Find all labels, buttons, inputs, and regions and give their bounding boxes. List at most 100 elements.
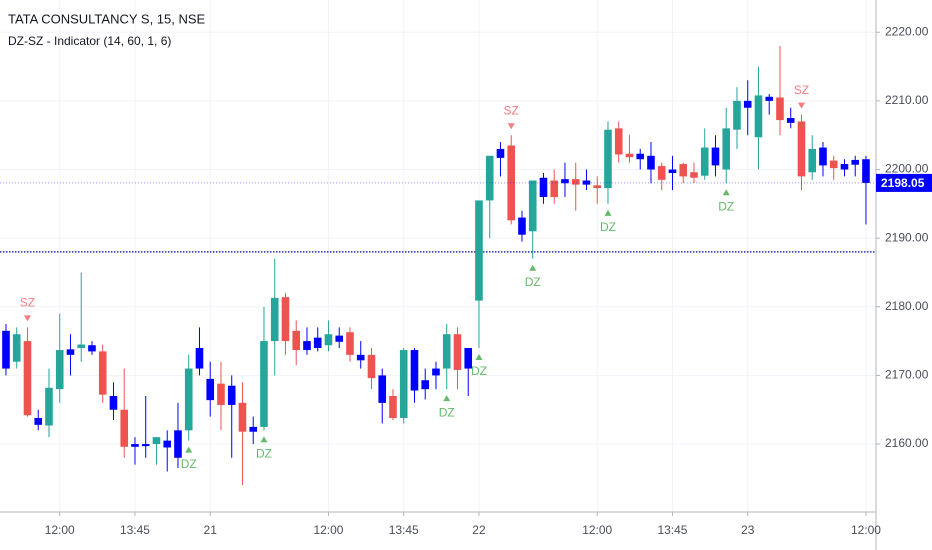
candle-body <box>163 440 172 448</box>
candle-body <box>23 341 32 416</box>
candle-body <box>98 351 107 395</box>
candle-body <box>356 354 365 361</box>
candle-body <box>776 97 784 121</box>
y-tick-label: 2200.00 <box>885 162 929 176</box>
candle-body <box>152 437 161 445</box>
candle-body <box>475 200 483 301</box>
candle-body <box>410 350 419 391</box>
candle-body <box>206 378 215 401</box>
candle-body <box>700 147 709 176</box>
candle-body <box>120 409 129 447</box>
candle-body <box>743 100 752 108</box>
candle-body <box>238 402 247 432</box>
candle-body <box>786 118 795 123</box>
candle-body <box>679 164 688 177</box>
x-tick-label: 12:00 <box>582 523 612 537</box>
y-tick-label: 2190.00 <box>885 230 929 244</box>
candle-body <box>227 385 236 405</box>
candle-body <box>464 347 473 369</box>
candle-body <box>313 337 322 348</box>
dz-label: DZ <box>471 364 487 378</box>
candle-body <box>292 330 301 351</box>
plot: SZ SZ SZ DZ DZ DZ DZ DZ DZ DZ <box>0 45 876 486</box>
candle-body <box>507 145 516 221</box>
dz-label: DZ <box>600 220 616 234</box>
candle-body <box>303 341 311 351</box>
candle-body <box>561 179 569 184</box>
candle-body <box>571 179 580 185</box>
dz-label: DZ <box>718 199 734 213</box>
candle-body <box>131 444 139 447</box>
candle-body <box>432 368 440 376</box>
y-tick-label: 2170.00 <box>885 368 929 382</box>
y-tick-label: 2220.00 <box>885 24 929 38</box>
x-tick-label: 12:00 <box>851 523 881 537</box>
candle-body <box>819 147 827 166</box>
candle-body <box>88 345 96 352</box>
candle-body <box>453 334 462 370</box>
dz-marker <box>260 436 268 443</box>
sz-label: SZ <box>20 296 35 310</box>
candle-body <box>765 96 774 101</box>
candle-body <box>647 155 655 170</box>
dz-marker <box>443 395 451 402</box>
x-tick-label: 23 <box>741 523 755 537</box>
indicator-name: DZ-SZ - Indicator (14, 60, 1, 6) <box>8 34 171 48</box>
candle-body <box>421 380 430 390</box>
sz-label: SZ <box>794 83 809 97</box>
candle-body <box>2 330 10 369</box>
last-price-box <box>876 173 932 192</box>
candle-body <box>12 334 21 362</box>
candle-body <box>346 332 354 355</box>
candle-body <box>367 354 376 379</box>
dz-label: DZ <box>439 405 455 419</box>
candle-body <box>335 335 344 342</box>
candle-body <box>550 180 559 197</box>
x-tick-label: 22 <box>472 523 486 537</box>
dz-marker <box>604 209 612 216</box>
candle-body <box>141 444 150 447</box>
sz-label: SZ <box>504 103 519 117</box>
sz-marker <box>507 123 515 130</box>
last-price-label: 2198.05 <box>881 176 925 190</box>
dz-marker <box>185 446 193 453</box>
candle-body <box>604 129 612 189</box>
candle-body <box>324 334 333 346</box>
candle-body <box>582 180 591 185</box>
candle-body <box>829 160 838 169</box>
candle-body <box>797 121 806 177</box>
candle-body <box>733 100 741 130</box>
dz-marker <box>722 189 730 196</box>
candle-body <box>389 396 397 418</box>
candle-body <box>485 155 494 201</box>
candle-body <box>45 387 53 426</box>
candle-body <box>66 349 75 355</box>
y-tick-label: 2180.00 <box>885 299 929 313</box>
candle-body <box>625 153 634 158</box>
candle-body <box>690 172 698 178</box>
dz-marker <box>529 264 537 271</box>
candle-body <box>862 159 870 183</box>
candle-body <box>722 128 731 170</box>
candle-body <box>840 164 849 170</box>
candle-body <box>34 417 43 425</box>
candle-body <box>281 297 290 342</box>
x-tick-label: 21 <box>204 523 218 537</box>
candle-body <box>593 185 602 189</box>
x-tick-label: 13:45 <box>389 523 419 537</box>
x-tick-label: 13:45 <box>120 523 150 537</box>
y-tick-label: 2210.00 <box>885 93 929 107</box>
dz-label: DZ <box>525 275 541 289</box>
y-tick-label: 2160.00 <box>885 436 929 450</box>
candle-body <box>55 350 64 390</box>
candle-body <box>711 147 720 166</box>
candle-body <box>528 180 537 232</box>
candle-body <box>668 169 677 173</box>
sz-marker <box>797 102 805 109</box>
candle-body <box>518 217 526 235</box>
candle-body <box>260 341 268 427</box>
candle-body <box>184 368 193 431</box>
candle-body <box>754 95 763 138</box>
